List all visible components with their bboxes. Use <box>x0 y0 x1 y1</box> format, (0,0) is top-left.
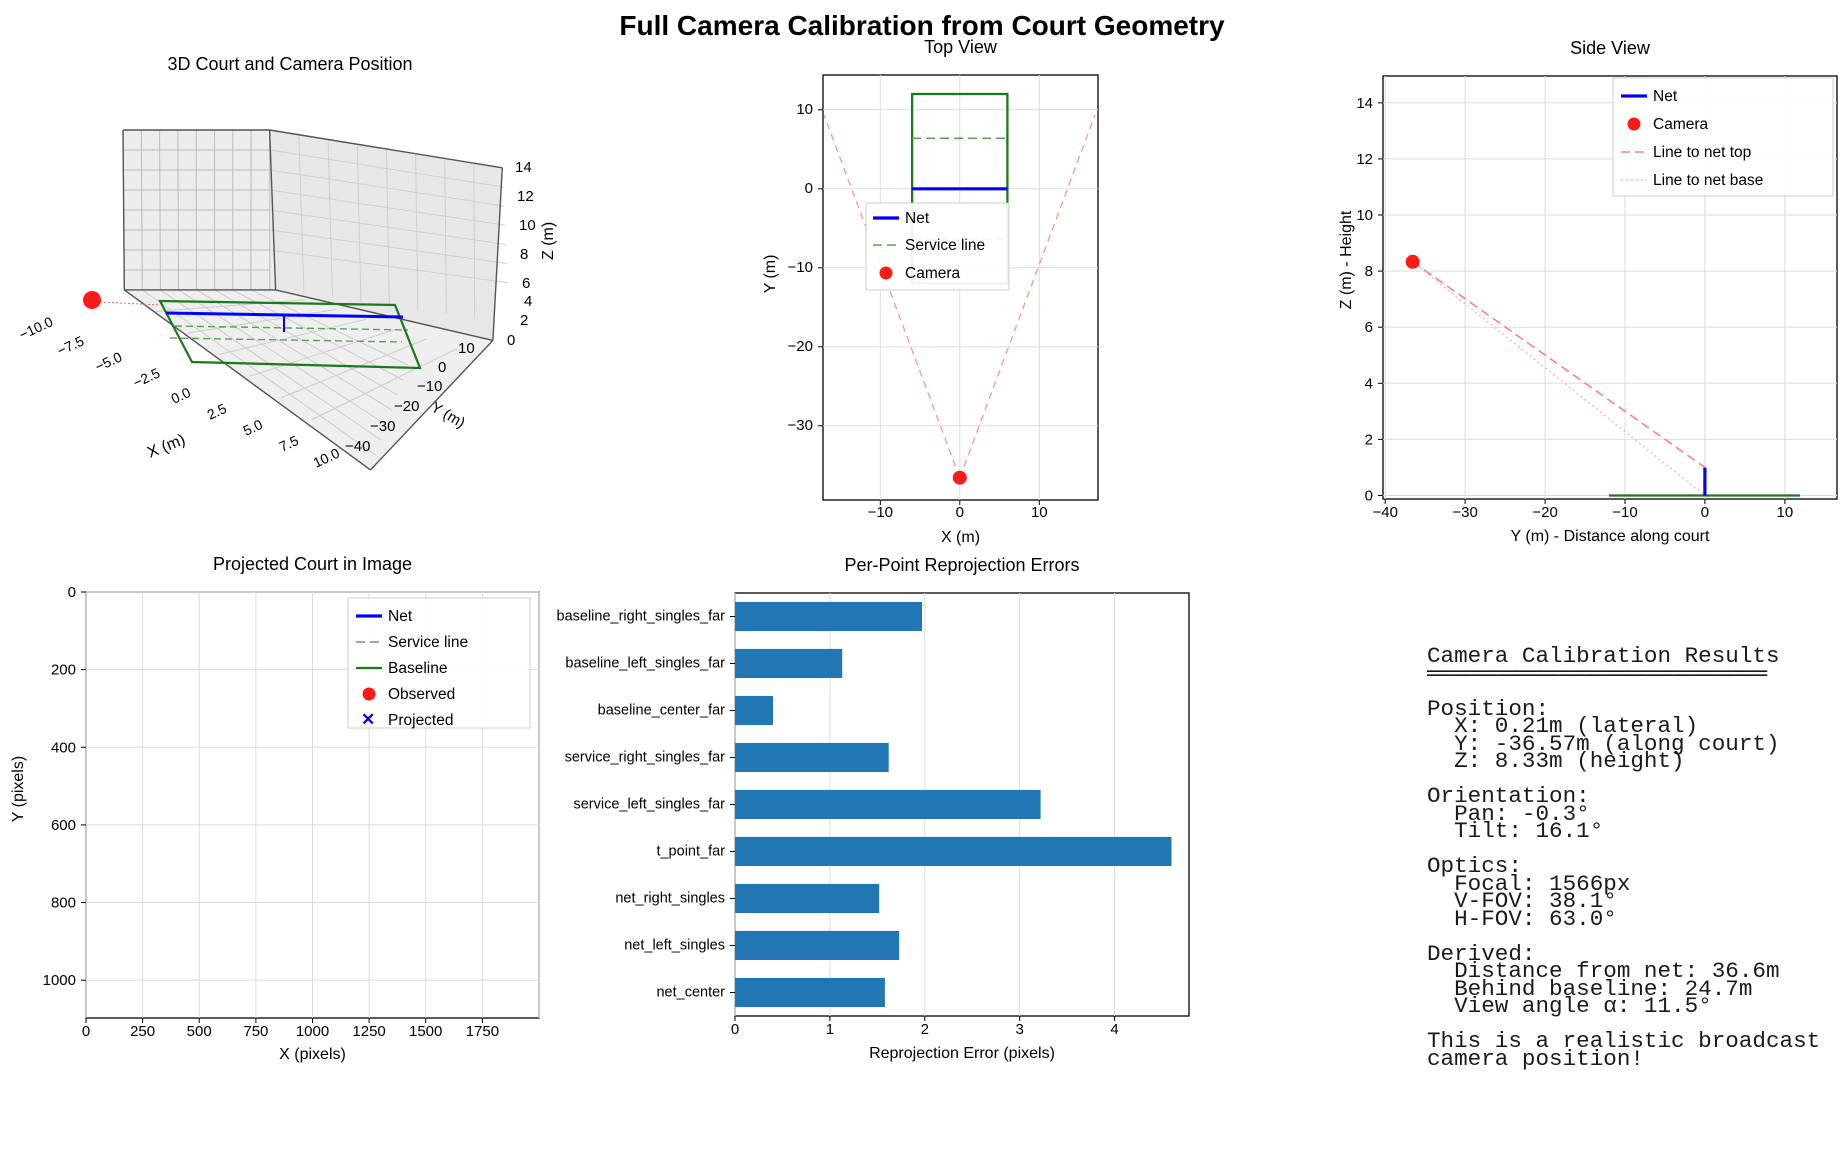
svg-text:0: 0 <box>82 1023 90 1040</box>
svg-text:−7.5: −7.5 <box>55 332 87 358</box>
svg-text:10: 10 <box>1777 504 1794 521</box>
svg-text:Z (m): Z (m) <box>540 222 557 260</box>
svg-text:t_point_far: t_point_far <box>656 844 725 860</box>
svg-text:✕: ✕ <box>361 710 375 729</box>
svg-text:6: 6 <box>1365 319 1373 336</box>
svg-text:−10: −10 <box>417 378 442 395</box>
svg-text:0: 0 <box>507 332 515 349</box>
svg-text:750: 750 <box>243 1023 268 1040</box>
svg-text:Baseline: Baseline <box>388 660 447 677</box>
svg-text:baseline_right_singles_far: baseline_right_singles_far <box>557 609 726 625</box>
svg-text:3: 3 <box>1016 1021 1024 1038</box>
svg-text:10: 10 <box>519 217 536 234</box>
svg-text:−20: −20 <box>788 338 813 355</box>
svg-text:−10.0: −10.0 <box>17 313 56 343</box>
svg-text:X (m): X (m) <box>145 431 188 461</box>
svg-text:−20: −20 <box>1532 504 1557 521</box>
svg-text:Camera: Camera <box>905 265 961 282</box>
svg-text:200: 200 <box>51 662 76 679</box>
svg-text:10: 10 <box>1356 207 1373 224</box>
svg-text:12: 12 <box>517 188 534 205</box>
svg-text:net_right_singles: net_right_singles <box>615 891 725 907</box>
svg-text:600: 600 <box>51 817 76 834</box>
svg-text:14: 14 <box>1356 95 1373 112</box>
svg-text:−30: −30 <box>788 417 813 434</box>
svg-text:10.0: 10.0 <box>311 445 343 471</box>
svg-text:baseline_left_singles_far: baseline_left_singles_far <box>565 656 725 672</box>
svg-text:Line to net base: Line to net base <box>1653 172 1763 189</box>
svg-text:−2.5: −2.5 <box>131 364 163 390</box>
svg-text:0: 0 <box>68 584 76 601</box>
svg-text:−10: −10 <box>788 259 813 276</box>
svg-text:−5.0: −5.0 <box>93 348 125 374</box>
svg-text:7.5: 7.5 <box>277 432 302 455</box>
svg-text:10: 10 <box>458 340 475 357</box>
svg-text:0: 0 <box>956 504 964 521</box>
svg-text:baseline_center_far: baseline_center_far <box>598 703 726 719</box>
svg-text:14: 14 <box>515 159 532 176</box>
svg-text:2: 2 <box>520 312 528 329</box>
svg-text:Camera: Camera <box>1653 116 1709 133</box>
svg-text:−40: −40 <box>345 438 370 455</box>
svg-text:service_right_singles_far: service_right_singles_far <box>565 750 726 766</box>
svg-text:−30: −30 <box>370 418 395 435</box>
svg-text:Projected: Projected <box>388 712 453 729</box>
svg-text:5.0: 5.0 <box>241 416 266 439</box>
svg-text:net_left_singles: net_left_singles <box>624 938 725 954</box>
svg-text:400: 400 <box>51 739 76 756</box>
svg-text:Net: Net <box>1653 88 1678 105</box>
svg-text:250: 250 <box>130 1023 155 1040</box>
svg-text:0: 0 <box>1365 488 1373 505</box>
svg-text:Observed: Observed <box>388 686 455 703</box>
svg-text:−10: −10 <box>868 504 893 521</box>
svg-text:Line to net top: Line to net top <box>1653 144 1751 161</box>
svg-text:2: 2 <box>921 1021 929 1038</box>
svg-text:2: 2 <box>1365 431 1373 448</box>
svg-text:0: 0 <box>1701 504 1709 521</box>
svg-text:4: 4 <box>1365 375 1373 392</box>
svg-text:Y (m): Y (m) <box>428 399 468 432</box>
svg-text:net_center: net_center <box>656 985 725 1001</box>
svg-text:1500: 1500 <box>409 1023 442 1040</box>
svg-text:Net: Net <box>905 210 930 227</box>
svg-text:500: 500 <box>187 1023 212 1040</box>
svg-text:service_left_singles_far: service_left_singles_far <box>573 797 725 813</box>
svg-text:800: 800 <box>51 895 76 912</box>
svg-text:12: 12 <box>1356 151 1373 168</box>
svg-text:8: 8 <box>1365 263 1373 280</box>
svg-text:4: 4 <box>1110 1021 1118 1038</box>
svg-text:2.5: 2.5 <box>205 400 230 423</box>
svg-text:Service line: Service line <box>905 237 985 254</box>
svg-text:0: 0 <box>731 1021 739 1038</box>
svg-text:Service line: Service line <box>388 634 468 651</box>
svg-text:−40: −40 <box>1372 504 1397 521</box>
svg-text:0: 0 <box>438 359 446 376</box>
svg-text:1000: 1000 <box>296 1023 329 1040</box>
svg-text:8: 8 <box>520 246 528 263</box>
svg-text:−20: −20 <box>394 398 419 415</box>
svg-text:0: 0 <box>805 180 813 197</box>
svg-text:10: 10 <box>1031 504 1048 521</box>
svg-text:−30: −30 <box>1452 504 1477 521</box>
svg-text:4: 4 <box>524 293 532 310</box>
svg-text:Net: Net <box>388 608 413 625</box>
svg-text:1000: 1000 <box>43 972 76 989</box>
svg-text:1250: 1250 <box>352 1023 385 1040</box>
svg-text:0.0: 0.0 <box>169 384 194 407</box>
svg-text:6: 6 <box>522 275 530 292</box>
svg-text:−10: −10 <box>1612 504 1637 521</box>
svg-text:1: 1 <box>826 1021 834 1038</box>
svg-text:1750: 1750 <box>466 1023 499 1040</box>
svg-text:10: 10 <box>796 101 813 118</box>
